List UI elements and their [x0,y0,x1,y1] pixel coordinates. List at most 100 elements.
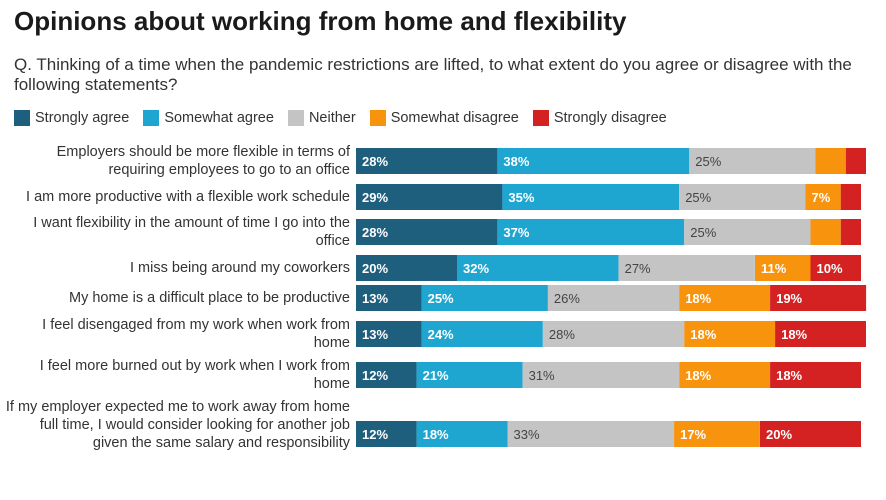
bar-segment [810,219,841,245]
bar-segment [770,285,867,311]
chart-subtitle: Q. Thinking of a time when the pandemic … [14,55,852,94]
bar-segment [356,148,498,174]
data-label: 12% [362,368,388,383]
bar-segment [416,421,508,447]
data-label: 35% [508,190,534,205]
data-label: 31% [529,368,555,383]
bar-segment [356,184,503,210]
bar-segment [421,285,548,311]
data-label: 13% [362,291,388,306]
data-label: 28% [549,327,575,342]
legend-label: Neither [308,110,356,126]
data-label: 18% [781,327,807,342]
bar-segment [679,362,771,388]
data-label: 25% [685,190,711,205]
bar-segment [356,255,457,281]
data-label: 29% [362,190,388,205]
legend-swatch [143,110,160,126]
data-label: 24% [428,327,454,342]
bar-segment [522,362,680,388]
bar-segment [760,421,861,447]
legend-item: Strongly agree [14,110,129,126]
bar-segment [770,362,861,388]
data-label: 19% [776,291,802,306]
legend-item: Somewhat agree [143,110,274,126]
bar-segment [497,219,685,245]
data-label: 12% [362,427,388,442]
data-label: 21% [423,368,449,383]
legend-item: Neither [287,110,356,126]
bar-segment [502,184,680,210]
row-label: I feel disengaged from my work when work… [42,317,350,351]
bar-segment [507,421,675,447]
legend-item: Strongly disagree [532,110,667,126]
bar-segment [840,184,861,210]
data-label: 25% [695,154,721,169]
data-label: 18% [690,327,716,342]
bar-segment [356,219,498,245]
data-label: 33% [514,427,540,442]
bar-segment [356,362,417,388]
bar-segment [356,285,422,311]
data-label: 17% [680,427,706,442]
data-label: 28% [362,154,388,169]
data-label: 13% [362,327,388,342]
data-label: 18% [776,368,802,383]
legend-swatch [287,110,304,126]
bar-segment [356,321,422,347]
bar-segment [684,219,811,245]
data-label: 28% [362,225,388,240]
row-label: I miss being around my coworkers [130,260,350,276]
row-label: I want flexibility in the amount of time… [33,215,350,249]
bar-segment [679,285,771,311]
data-label: 10% [817,261,843,276]
bar-segment [618,255,755,281]
bar-segment [810,255,861,281]
bar-segment [845,148,866,174]
bar-segment [421,321,543,347]
bar-segment [416,362,523,388]
bar-segment [684,321,776,347]
data-label: 7% [812,190,831,205]
bar-segment [755,255,811,281]
bar-segment [775,321,866,347]
data-label: 37% [503,225,529,240]
bar-segment [674,421,760,447]
data-label: 27% [625,261,651,276]
data-label: 38% [503,154,529,169]
data-label: 18% [423,427,449,442]
legend-label: Somewhat disagree [390,110,519,126]
bar-segment [356,421,417,447]
bar-segment [815,148,846,174]
row-label: Employers should be more flexible in ter… [56,144,350,178]
legend-swatch [369,110,386,126]
row-label: I feel more burned out by work when I wo… [39,358,350,392]
data-label: 32% [463,261,489,276]
bar-segment [547,285,680,311]
legend: Strongly agree Somewhat agree Neither Somew… [14,110,681,126]
data-label: 18% [685,291,711,306]
bar-segment [457,255,619,281]
bar-segment [542,321,685,347]
bar-segment [840,219,861,245]
data-label: 20% [766,427,792,442]
legend-item: Somewhat disagree [369,110,519,126]
legend-label: Strongly disagree [553,110,667,126]
bar-segment [679,184,806,210]
data-label: 25% [690,225,716,240]
legend-swatch [14,110,30,126]
chart-title: Opinions about working from home and fle… [14,6,627,36]
data-label: 18% [685,368,711,383]
data-label: 11% [761,261,787,276]
data-label: 20% [362,261,388,276]
data-label: 25% [428,291,454,306]
bar-segment [805,184,841,210]
bar-segment [689,148,816,174]
row-label: My home is a difficult place to be produ… [68,290,350,306]
bar-segment [497,148,690,174]
row-label: If my employer expected me to work away … [5,399,350,451]
data-label: 26% [554,291,580,306]
row-label: I am more productive with a flexible wor… [26,189,350,205]
legend-label: Somewhat agree [164,110,274,126]
